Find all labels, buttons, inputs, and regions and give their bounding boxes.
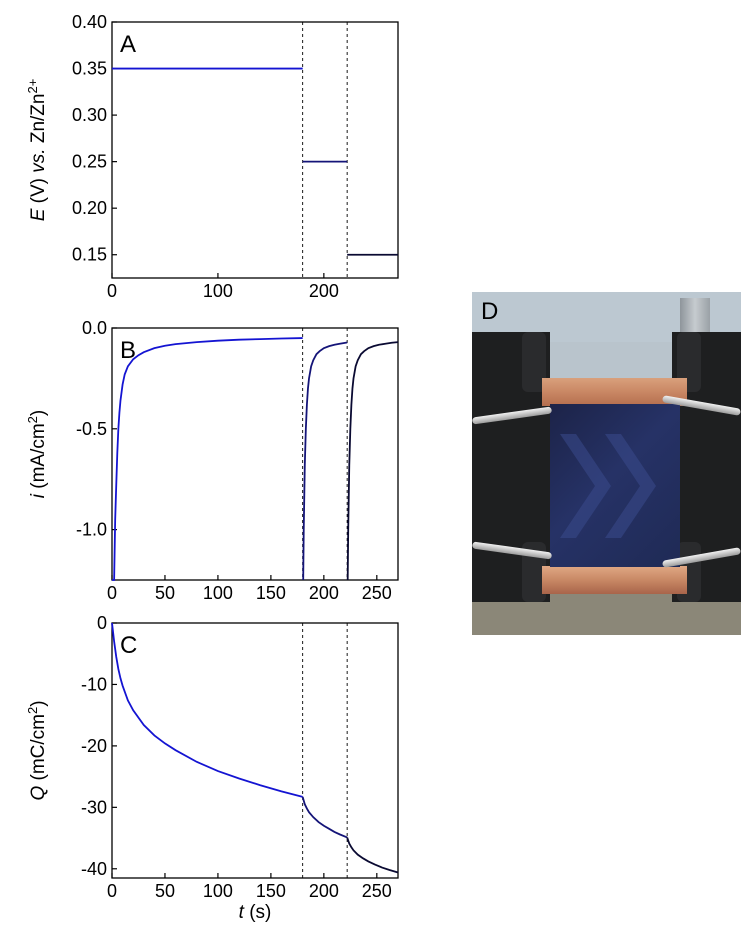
panel-b-x-tick-label: 150 [256, 583, 286, 603]
panel-c-y-tick-label: -20 [81, 736, 107, 756]
panel-b-series-line-3 [346, 341, 399, 581]
panel-b-series-line-1 [112, 337, 303, 581]
panel-b-y-tick-label: -1.0 [76, 520, 107, 540]
panel-a-y-tick-label: 0.20 [72, 198, 107, 218]
panel-a-frame [111, 21, 399, 279]
panel-b-x-tick-label: 250 [362, 583, 392, 603]
electrochromic-film [550, 404, 680, 567]
panel-c-series-line-1 [111, 622, 303, 798]
panel-b-y-tick-label: -0.5 [76, 419, 107, 439]
photo-panel-d: D [472, 292, 741, 635]
panel-c-x-tick-label: 200 [309, 881, 339, 901]
panel-c-series-line-2 [301, 796, 348, 839]
panel-a-letter: A [120, 31, 136, 58]
panel-c-series-line-3 [346, 837, 399, 874]
panel-a-x-tick-label: 100 [203, 281, 233, 301]
panel-a-y-tick-label: 0.35 [72, 59, 107, 79]
panel-a-y-axis-title: E (V) vs. Zn/Zn2+ [25, 79, 50, 222]
panel-b-series-line-2 [302, 341, 348, 581]
panel-b-y-axis-title: i (mA/cm2) [25, 410, 50, 499]
panel-c-y-tick-label: -40 [81, 859, 107, 879]
panel-letter-d: D [481, 298, 499, 325]
panel-c-y-tick-label: -10 [81, 674, 107, 694]
panel-c-x-axis-title: t (s) [239, 902, 272, 923]
panel-c-frame [111, 622, 399, 879]
panel-b-x-tick-label: 50 [155, 583, 175, 603]
panel-b-frame [111, 327, 399, 581]
panel-b-x-tick-label: 200 [309, 583, 339, 603]
panel-b-x-tick-label: 0 [107, 583, 117, 603]
panel-a-y-tick-label: 0.25 [72, 152, 107, 172]
panel-b-x-tick-label: 100 [203, 583, 233, 603]
panel-c-y-axis-title: Q (mC/cm2) [25, 700, 50, 800]
copper-strip-bottom [542, 566, 687, 594]
panel-c-x-tick-label: 100 [203, 881, 233, 901]
panel-c-y-tick-label: 0 [97, 613, 107, 633]
panel-b-letter: B [120, 337, 136, 364]
panel-a-y-tick-label: 0.30 [72, 105, 107, 125]
panel-c-x-tick-label: 0 [107, 881, 117, 901]
panel-c-x-tick-label: 50 [155, 881, 175, 901]
panel-c-x-tick-label: 150 [256, 881, 286, 901]
panel-a-y-tick-label: 0.15 [72, 245, 107, 265]
panel-c-x-tick-label: 250 [362, 881, 392, 901]
panel-c-y-tick-label: -30 [81, 797, 107, 817]
panel-a-x-tick-label: 200 [309, 281, 339, 301]
panel-a-x-tick-label: 0 [107, 281, 117, 301]
panel-b-y-tick-label: 0.0 [82, 318, 107, 338]
panel-a-y-tick-label: 0.40 [72, 12, 107, 32]
panel-c-letter: C [120, 632, 137, 659]
